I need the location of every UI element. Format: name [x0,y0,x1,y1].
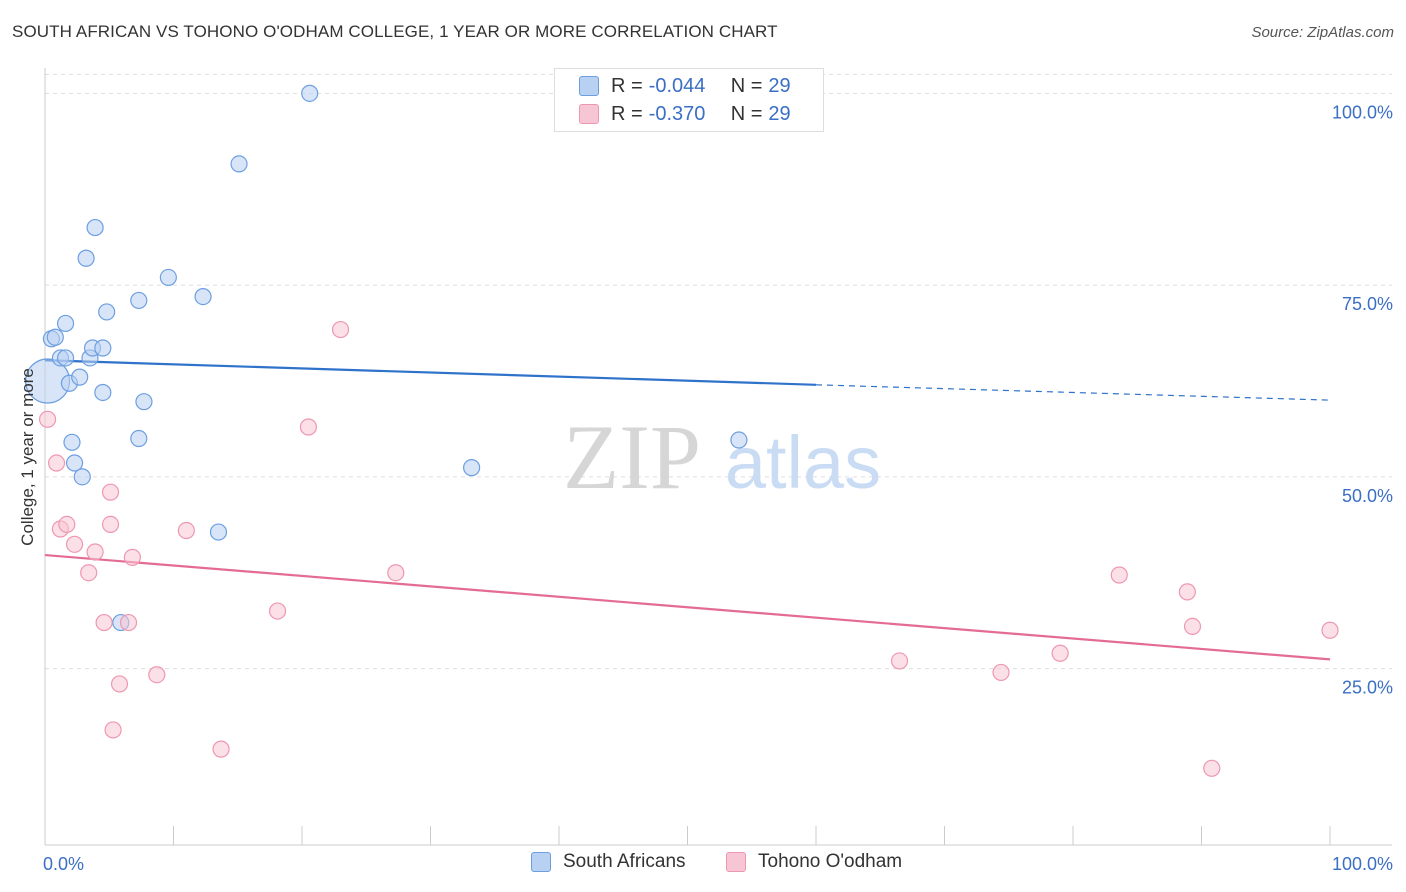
tohono-point [101,483,120,501]
blue-swatch [531,852,551,872]
south-africans-point [209,523,228,541]
tohono-point [80,564,98,582]
south-africans-point [77,249,95,267]
tohono-point [86,543,104,561]
tohono-point [177,521,195,540]
tohono-point [1051,644,1069,662]
tohono-point [104,721,122,739]
correlation-legend: R = -0.044 N = 29 R = -0.370 N = 29 [554,68,824,132]
south-africans-point [159,268,177,287]
watermark-atlas: atlas [725,421,881,504]
tohono-point [212,740,230,758]
tohono-trend-line [44,553,1331,661]
x-tick-label-start: 0.0% [43,854,84,874]
tohono-point [148,666,166,684]
pink-swatch [726,852,746,872]
south-africans-trend-extension [815,384,1331,401]
south-africans-point [130,291,148,310]
legend-item-south-africans: South Africans [531,851,686,873]
tohono-point [101,515,120,533]
south-africans-point [56,349,75,367]
tohono-point [1321,621,1339,639]
tohono-point [1183,617,1202,636]
blue-swatch [579,76,599,96]
south-africans-point [230,155,248,173]
south-africans-point [73,468,91,486]
south-africans-point [730,431,748,449]
tohono-point [95,613,113,632]
legend-n-value: 29 [768,74,791,97]
south-africans-point [46,328,64,346]
legend-n-label: N = [730,74,763,97]
tohono-point [47,454,66,472]
y-tick-label: 25.0% [1342,678,1393,698]
tohono-point [992,663,1010,682]
axes: 25.0% 50.0% 75.0% 100.0% 0.0% 100.0% [43,68,1393,874]
tohono-point [38,410,57,428]
legend-row-south-africans: R = -0.044 N = 29 [579,74,791,98]
tohono-point [299,418,318,436]
legend-n-value: 29 [768,102,791,125]
tohono-point [890,652,909,670]
south-africans-point [86,218,104,237]
y-tick-label: 50.0% [1342,486,1393,506]
south-africans-point [71,368,89,386]
tohono-point [1178,583,1196,601]
pink-swatch [579,104,599,124]
legend-label-tohono: Tohono O'odham [758,851,903,872]
tohono-point [1203,759,1221,777]
south-africans-point [135,393,153,411]
source-label: Source: ZipAtlas.com [1251,24,1394,41]
x-tick-label-end: 100.0% [1332,854,1393,874]
y-tick-label: 100.0% [1332,102,1393,122]
tohono-point [123,548,141,566]
tohono-point [387,564,405,582]
legend-label-south-africans: South Africans [563,851,686,872]
south-africans-point [194,287,212,306]
south-africans-point [56,314,75,333]
legend-r-value: -0.370 [648,102,706,125]
legend-row-tohono: R = -0.370 N = 29 [579,102,791,126]
watermark: ZIP atlas [563,406,881,508]
south-africans-point [63,433,81,451]
legend-n-label: N = [730,102,763,125]
tohono-point [268,602,287,620]
south-africans-point [463,459,481,477]
legend-r-label: R = [611,102,643,125]
tohono-point [58,515,76,533]
south-africans-point [301,84,319,102]
legend-item-tohono: Tohono O'odham [726,851,902,873]
south-africans-point [94,383,112,402]
south-africans-point [98,303,116,321]
south-africans-point [94,339,112,357]
tohono-point [65,535,84,553]
south-africans-trend-line [44,359,817,386]
y-tick-label: 75.0% [1342,294,1393,314]
data-points [24,84,1339,777]
south-africans-point [130,429,148,448]
legend-r-value: -0.044 [648,74,706,97]
tohono-point [119,613,138,632]
south-africans-point [65,454,84,472]
tohono-point [331,320,350,339]
legend-r-label: R = [611,74,643,97]
y-axis-label: College, 1 year or more [18,368,37,546]
chart-title: SOUTH AFRICAN VS TOHONO O'ODHAM COLLEGE,… [12,22,778,41]
trend-lines [44,359,1331,661]
watermark-zip: ZIP [563,406,701,508]
tohono-point [1110,566,1128,584]
tohono-point [110,675,129,693]
